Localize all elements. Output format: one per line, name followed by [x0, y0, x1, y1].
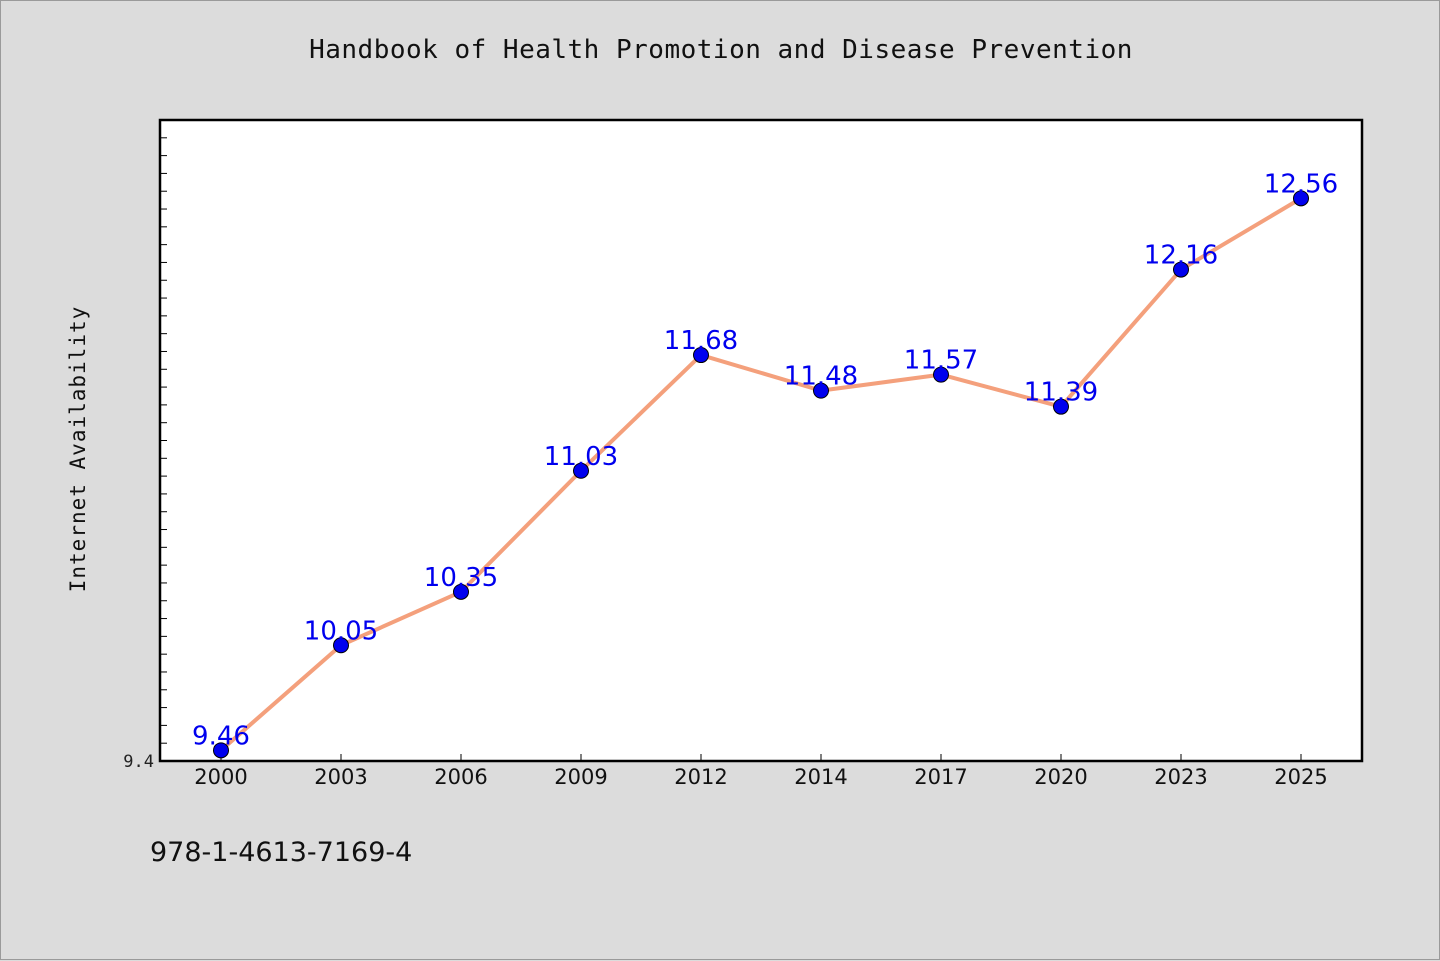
data-label: 10.35 [424, 563, 498, 593]
data-point [1053, 398, 1069, 415]
data-label: 11.57 [904, 346, 978, 376]
data-point [813, 382, 829, 399]
data-point [933, 366, 949, 383]
data-point [693, 347, 709, 364]
data-point [333, 637, 349, 654]
x-tick-label: 2012 [674, 765, 727, 789]
data-point [213, 742, 229, 759]
x-tick-label: 2003 [314, 765, 367, 789]
data-label: 11.68 [664, 326, 738, 356]
data-label: 11.48 [784, 362, 858, 392]
chart-title: Handbook of Health Promotion and Disease… [309, 35, 1133, 65]
data-label: 10.05 [304, 616, 378, 646]
x-tick-label: 2017 [914, 765, 967, 789]
data-label: 12.16 [1144, 241, 1218, 271]
data-label: 12.56 [1264, 169, 1338, 199]
y-tick-label: 9.4 [123, 752, 154, 772]
data-point [1173, 261, 1189, 278]
x-tick-label: 2000 [194, 765, 247, 789]
x-tick-label: 2014 [794, 765, 847, 789]
x-tick-label: 2006 [434, 765, 487, 789]
data-label: 11.39 [1024, 378, 1098, 408]
x-tick-label: 2025 [1274, 765, 1327, 789]
isbn-footer: 978-1-4613-7169-4 [150, 837, 413, 868]
data-point [453, 583, 469, 600]
plot-border [158, 118, 1364, 763]
data-label: 11.03 [544, 442, 618, 472]
x-tick-label: 2023 [1154, 765, 1207, 789]
series-line [219, 196, 1303, 753]
data-label: 9.46 [192, 721, 250, 751]
plot-area [160, 120, 1362, 761]
data-point [1293, 190, 1309, 207]
x-tick-label: 2009 [554, 765, 607, 789]
x-tick-label: 2020 [1034, 765, 1087, 789]
data-point [573, 462, 589, 479]
